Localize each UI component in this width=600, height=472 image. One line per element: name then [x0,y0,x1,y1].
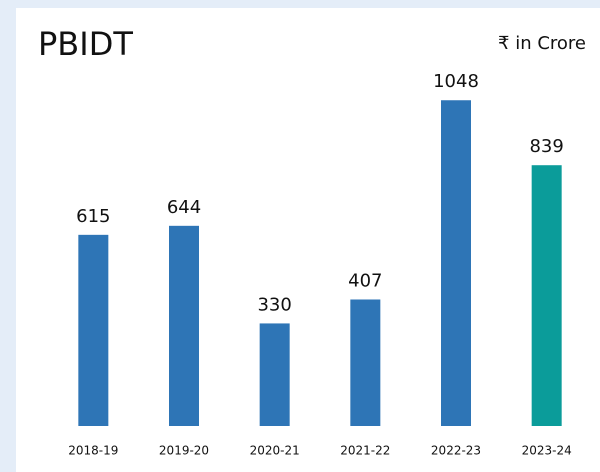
chart-title: PBIDT [38,25,133,63]
bar [531,165,562,427]
x-tick-label: 2023-24 [522,444,572,458]
x-tick-label: 2022-23 [431,444,481,458]
x-tick-label: 2018-19 [68,444,118,458]
bar [259,323,290,426]
x-tick-label: 2019-20 [159,444,209,458]
data-label: 839 [529,136,563,157]
x-tick-label: 2020-21 [250,444,300,458]
data-label: 407 [348,270,382,291]
x-tick-label: 2021-22 [340,444,390,458]
bar [350,299,381,426]
card [16,8,600,472]
data-label: 330 [257,294,291,315]
chart-subtitle: ₹ in Crore [498,33,586,54]
data-label: 615 [76,206,110,227]
data-label: 1048 [433,71,479,92]
bar [441,100,471,426]
data-label: 644 [167,197,201,218]
bar [78,234,109,426]
bar [169,225,199,426]
